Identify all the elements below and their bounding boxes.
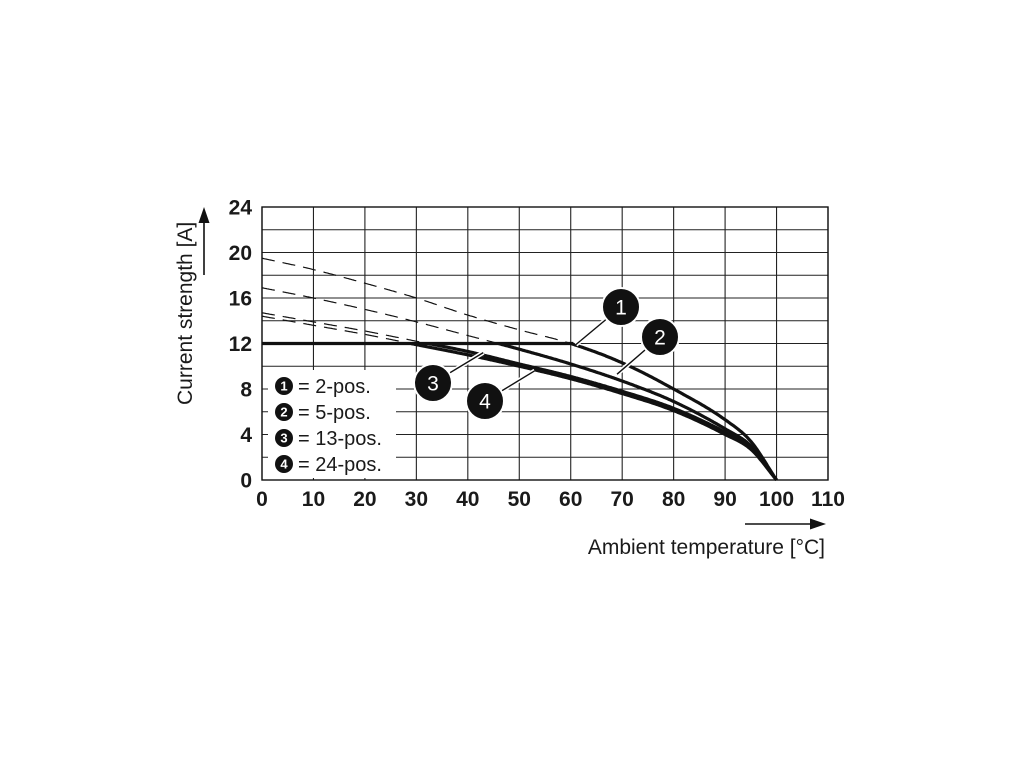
series-4-curve xyxy=(410,342,778,481)
series-3-extrapolated xyxy=(261,312,430,345)
x-axis-title-group: Ambient temperature [°C] xyxy=(588,518,826,559)
callout-badge-2 xyxy=(640,317,680,357)
series-3-curve xyxy=(428,342,778,481)
x-tick-label: 70 xyxy=(611,488,634,511)
callout-number-2: 2 xyxy=(654,327,666,350)
x-tick-label: 110 xyxy=(811,488,845,511)
series-2-curve xyxy=(498,342,778,481)
x-axis-arrow-head xyxy=(810,518,826,530)
callout-badge-4 xyxy=(465,381,505,421)
x-tick-label: 0 xyxy=(256,488,268,511)
series-1-extrapolated xyxy=(261,257,571,345)
legend-badge-number-4: 4 xyxy=(280,457,288,472)
x-tick-label: 90 xyxy=(713,488,736,511)
x-tick-label: 30 xyxy=(405,488,428,511)
y-tick-label: 12 xyxy=(229,333,252,356)
legend-label-2: = 5-pos. xyxy=(298,402,371,424)
x-tick-label: 100 xyxy=(759,488,794,511)
series-curves xyxy=(261,257,778,481)
series-4-extrapolated xyxy=(261,315,412,345)
callout-number-3: 3 xyxy=(427,373,439,396)
y-tick-label: 4 xyxy=(240,424,252,447)
x-tick-label: 20 xyxy=(353,488,376,511)
callout-badge-3 xyxy=(413,363,453,403)
x-tick-label: 40 xyxy=(456,488,479,511)
legend-badge-3 xyxy=(275,429,293,447)
legend-badge-number-2: 2 xyxy=(280,405,287,420)
legend-label-3: = 13-pos. xyxy=(298,428,382,450)
legend-badge-1 xyxy=(275,377,293,395)
legend-badge-number-1: 1 xyxy=(280,379,287,394)
callouts: 1 2 3 4 xyxy=(413,287,680,421)
series-2-extrapolated xyxy=(261,287,499,345)
x-tick-label: 60 xyxy=(559,488,582,511)
legend: 1 = 2-pos. 2 = 5-pos. 3 = 13-pos. 4 = 24-pos. xyxy=(268,370,396,478)
x-tick-label: 10 xyxy=(302,488,325,511)
y-axis-arrow-head xyxy=(198,207,210,223)
legend-badge-4 xyxy=(275,455,293,473)
y-tick-label: 16 xyxy=(229,288,252,311)
x-tick-label: 80 xyxy=(662,488,685,511)
legend-label-4: = 24-pos. xyxy=(298,454,382,476)
legend-badge-number-3: 3 xyxy=(280,431,287,446)
y-tick-label: 24 xyxy=(229,197,253,220)
grid xyxy=(261,206,829,481)
y-axis-title: Current strength [A] xyxy=(174,222,197,405)
x-axis-title: Ambient temperature [°C] xyxy=(588,536,825,559)
y-tick-label: 20 xyxy=(229,242,252,265)
callout-number-1: 1 xyxy=(615,297,627,320)
callout-badge-1 xyxy=(601,287,641,327)
y-tick-label: 8 xyxy=(240,379,252,402)
legend-label-1: = 2-pos. xyxy=(298,376,371,398)
x-tick-label: 50 xyxy=(508,488,531,511)
y-tick-label: 0 xyxy=(240,470,252,493)
callout-number-4: 4 xyxy=(479,391,491,414)
legend-badge-2 xyxy=(275,403,293,421)
y-axis-title-group: Current strength [A] xyxy=(174,207,210,405)
series-1-curve xyxy=(570,341,778,481)
